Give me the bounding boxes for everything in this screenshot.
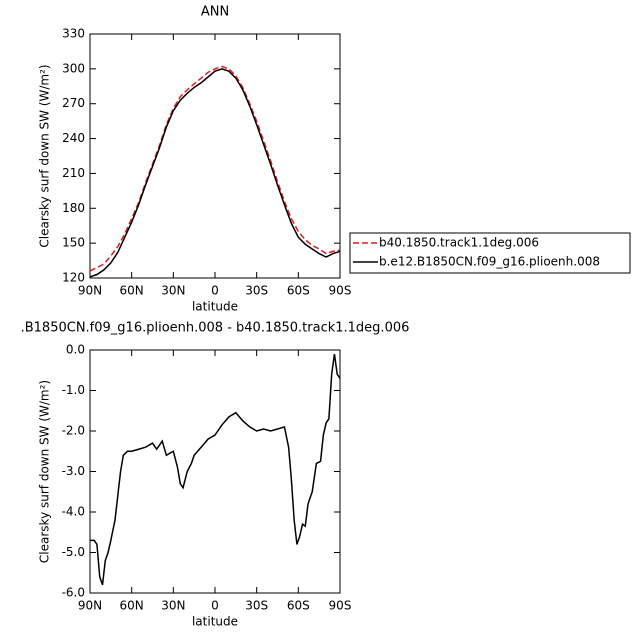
x-tick-label: 90N bbox=[78, 599, 102, 613]
x-tick-label: 60N bbox=[120, 599, 144, 613]
y-tick-label: 120 bbox=[62, 271, 85, 285]
y-tick-label: 270 bbox=[62, 96, 85, 110]
y-tick-label: -2.0 bbox=[62, 424, 85, 438]
data-line bbox=[89, 68, 341, 278]
data-line bbox=[89, 65, 341, 272]
y-tick-label: 210 bbox=[62, 166, 85, 180]
chart-title: ANN bbox=[201, 5, 229, 20]
x-tick-label: 30S bbox=[245, 599, 268, 613]
y-axis-label: Clearsky surf down SW (W/m²) bbox=[38, 380, 52, 563]
y-tick-label: 330 bbox=[62, 27, 85, 41]
x-axis-label: latitude bbox=[192, 300, 238, 314]
y-tick-label: 240 bbox=[62, 131, 85, 145]
y-tick-label: 300 bbox=[62, 61, 85, 75]
y-tick-label: -3.0 bbox=[62, 464, 85, 478]
x-tick-label: 0 bbox=[211, 284, 219, 298]
y-tick-label: 150 bbox=[62, 236, 85, 250]
data-line bbox=[90, 353, 341, 586]
y-tick-label: 0.0 bbox=[66, 343, 85, 357]
y-tick-label: 180 bbox=[62, 201, 85, 215]
y-tick-label: -1.0 bbox=[62, 383, 85, 397]
y-tick-label: -5.0 bbox=[62, 545, 85, 559]
y-axis-label: Clearsky surf down SW (W/m²) bbox=[38, 64, 52, 247]
x-tick-label: 30N bbox=[161, 284, 185, 298]
x-tick-label: 30N bbox=[161, 599, 185, 613]
y-tick-label: -6.0 bbox=[62, 586, 85, 600]
plot-frame bbox=[89, 349, 341, 594]
plot-frame bbox=[89, 33, 341, 279]
x-tick-label: 90S bbox=[329, 284, 352, 298]
legend-box bbox=[349, 232, 631, 274]
x-axis-label: latitude bbox=[192, 615, 238, 629]
x-tick-label: 60S bbox=[287, 284, 310, 298]
x-tick-label: 30S bbox=[245, 284, 268, 298]
chart-title: .B1850CN.f09_g16.plioenh.008 - b40.1850.… bbox=[21, 321, 410, 336]
legend-label: b40.1850.track1.1deg.006 bbox=[379, 236, 539, 250]
y-tick-label: -4.0 bbox=[62, 505, 85, 519]
x-tick-label: 90S bbox=[329, 599, 352, 613]
x-tick-label: 0 bbox=[211, 599, 219, 613]
x-tick-label: 60S bbox=[287, 599, 310, 613]
legend-label: b.e12.B1850CN.f09_g16.plioenh.008 bbox=[379, 255, 600, 269]
x-tick-label: 90N bbox=[78, 284, 102, 298]
x-tick-label: 60N bbox=[120, 284, 144, 298]
